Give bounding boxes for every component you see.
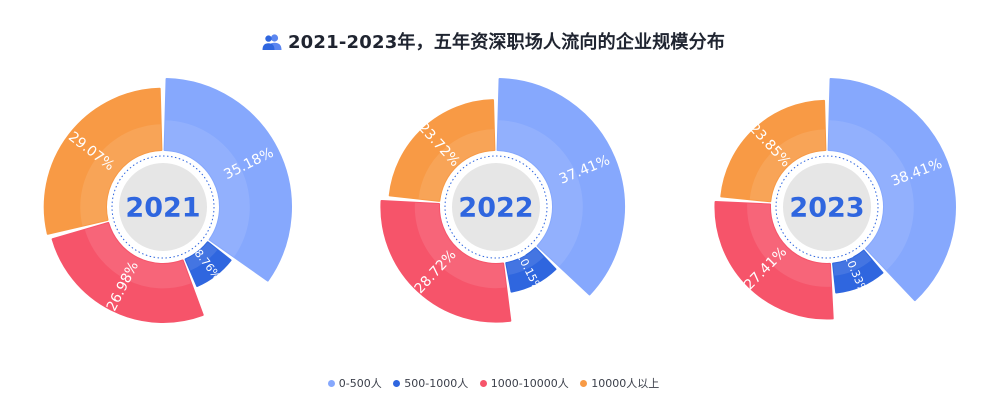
slice-band-2023-0-500人 xyxy=(828,120,914,271)
slice-2022-500-1000人 xyxy=(505,247,557,293)
slice-2022-10000人以上 xyxy=(388,99,496,202)
legend: 0-500人 500-1000人 1000-10000人 10000人以上 xyxy=(0,375,987,391)
slice-2022-0-500人 xyxy=(496,78,625,296)
pie-chart-2022: 37.41%10.15%28.72%23.72%2022 xyxy=(380,78,625,323)
legend-swatch-0-500 xyxy=(327,380,335,387)
slice-band-2023-500-1000人 xyxy=(833,250,872,276)
legend-item-0-500: 0-500人 xyxy=(327,375,382,391)
center-circle-2022 xyxy=(452,163,540,251)
users-icon xyxy=(262,33,282,56)
center-year-2023: 2023 xyxy=(789,193,864,224)
slice-2023-0-500人 xyxy=(827,78,956,302)
legend-item-10000-plus: 10000人以上 xyxy=(580,375,659,391)
center-circle-2023 xyxy=(783,163,871,251)
center-circle-2021 xyxy=(119,163,207,251)
center-year-2021: 2021 xyxy=(125,193,200,224)
legend-label-500-1000: 500-1000人 xyxy=(404,377,469,390)
slice-band-2022-500-1000人 xyxy=(506,248,544,276)
legend-swatch-1000-10000 xyxy=(479,380,487,387)
slice-band-2021-10000人以上 xyxy=(80,124,162,226)
legend-item-1000-10000: 1000-10000人 xyxy=(479,375,569,391)
slice-2022-1000-10000人 xyxy=(380,199,512,323)
slice-2021-0-500人 xyxy=(163,78,292,282)
slice-2021-1000-10000人 xyxy=(51,221,204,323)
slice-band-2022-10000人以上 xyxy=(418,129,495,201)
slice-band-2021-1000-10000人 xyxy=(84,222,192,289)
legend-label-10000-plus: 10000人以上 xyxy=(591,377,660,390)
legend-label-0-500: 0-500人 xyxy=(338,377,382,390)
slice-band-2023-10000人以上 xyxy=(749,129,826,202)
chart-title-text: 2021-2023年，五年资深职场人流向的企业规模分布 xyxy=(287,32,726,53)
chart-title: 2021-2023年，五年资深职场人流向的企业规模分布 xyxy=(0,28,987,56)
slice-band-2023-1000-10000人 xyxy=(747,203,832,287)
center-year-2022: 2022 xyxy=(458,193,533,224)
pie-chart-2021: 35.18%8.76%26.98%29.07%2021 xyxy=(43,78,292,323)
slice-band-2021-0-500人 xyxy=(164,120,250,257)
slice-band-2021-500-1000人 xyxy=(185,242,218,271)
pie-chart-2023: 38.41%10.33%27.41%23.85%2023 xyxy=(714,78,956,320)
legend-swatch-10000-plus xyxy=(580,380,588,387)
slice-2023-500-1000人 xyxy=(832,249,884,294)
slice-2023-10000人以上 xyxy=(720,99,827,203)
slice-band-2022-0-500人 xyxy=(497,120,583,267)
slice-band-2022-1000-10000人 xyxy=(414,202,507,289)
legend-label-1000-10000: 1000-10000人 xyxy=(490,377,569,390)
legend-swatch-500-1000 xyxy=(393,380,401,387)
slice-2023-1000-10000人 xyxy=(714,201,834,320)
slice-2021-500-1000人 xyxy=(184,241,232,287)
slice-2021-10000人以上 xyxy=(43,87,163,235)
legend-item-500-1000: 500-1000人 xyxy=(393,375,468,391)
